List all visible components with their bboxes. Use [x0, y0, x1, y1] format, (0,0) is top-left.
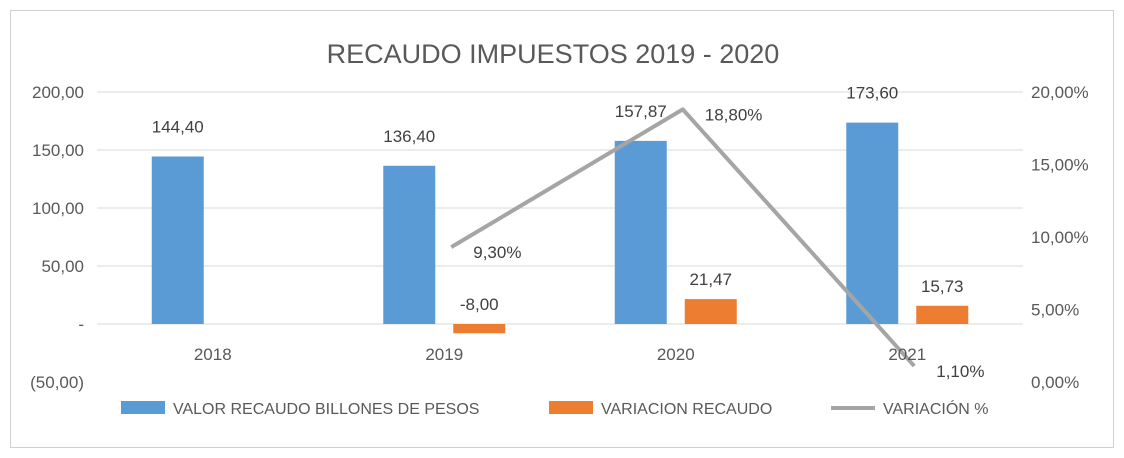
chart-title: RECAUDO IMPUESTOS 2019 - 2020	[327, 39, 780, 69]
legend-swatch	[549, 401, 593, 414]
y-right-tick-label: 20,00%	[1031, 83, 1089, 102]
bar	[684, 299, 737, 324]
bar	[151, 156, 204, 324]
bar	[383, 165, 436, 324]
bar-data-label: 21,47	[689, 270, 732, 289]
legend-label: VARIACIÓN %	[883, 399, 989, 418]
chart-frame: RECAUDO IMPUESTOS 2019 - 2020 144,40 136,…	[10, 10, 1114, 448]
x-tick-label: 2021	[888, 345, 926, 364]
y-right-tick-label: 0,00%	[1031, 373, 1079, 392]
y-right-tick-label: 15,00%	[1031, 156, 1089, 175]
line-data-label: 18,80%	[705, 105, 763, 124]
x-tick-label: 2020	[657, 345, 695, 364]
bar	[846, 122, 899, 325]
x-tick-label: 2018	[194, 345, 232, 364]
legend-swatch	[121, 401, 165, 414]
y-left-tick-label: (50,00)	[30, 373, 84, 392]
legend-label: VARIACION RECAUDO	[601, 401, 772, 418]
y-left-tick-label: 50,00	[41, 257, 84, 276]
legend-label: VALOR RECAUDO BILLONES DE PESOS	[173, 401, 479, 418]
bar-data-label: 136,40	[383, 127, 435, 146]
bar-data-label: 15,73	[921, 277, 964, 296]
bar	[453, 324, 506, 334]
bar-data-label: 157,87	[615, 102, 667, 121]
line-data-label: 9,30%	[473, 243, 521, 262]
bar-data-label: 173,60	[846, 84, 898, 103]
series-line	[450, 107, 916, 368]
x-tick-label: 2019	[425, 345, 463, 364]
bar	[614, 140, 667, 324]
y-left-tick-label: -	[78, 315, 84, 334]
y-right-tick-label: 5,00%	[1031, 301, 1079, 320]
y-left-tick-label: 100,00	[32, 199, 84, 218]
y-left-tick-label: 150,00	[32, 141, 84, 160]
bar-data-label: 144,40	[152, 117, 204, 136]
y-right-tick-label: 10,00%	[1031, 228, 1089, 247]
line-data-label: 1,10%	[936, 362, 984, 381]
bar	[916, 305, 969, 324]
bar-data-label: -8,00	[460, 295, 499, 314]
y-left-tick-label: 200,00	[32, 83, 84, 102]
chart-svg: RECAUDO IMPUESTOS 2019 - 2020 144,40 136,…	[30, 39, 1089, 418]
